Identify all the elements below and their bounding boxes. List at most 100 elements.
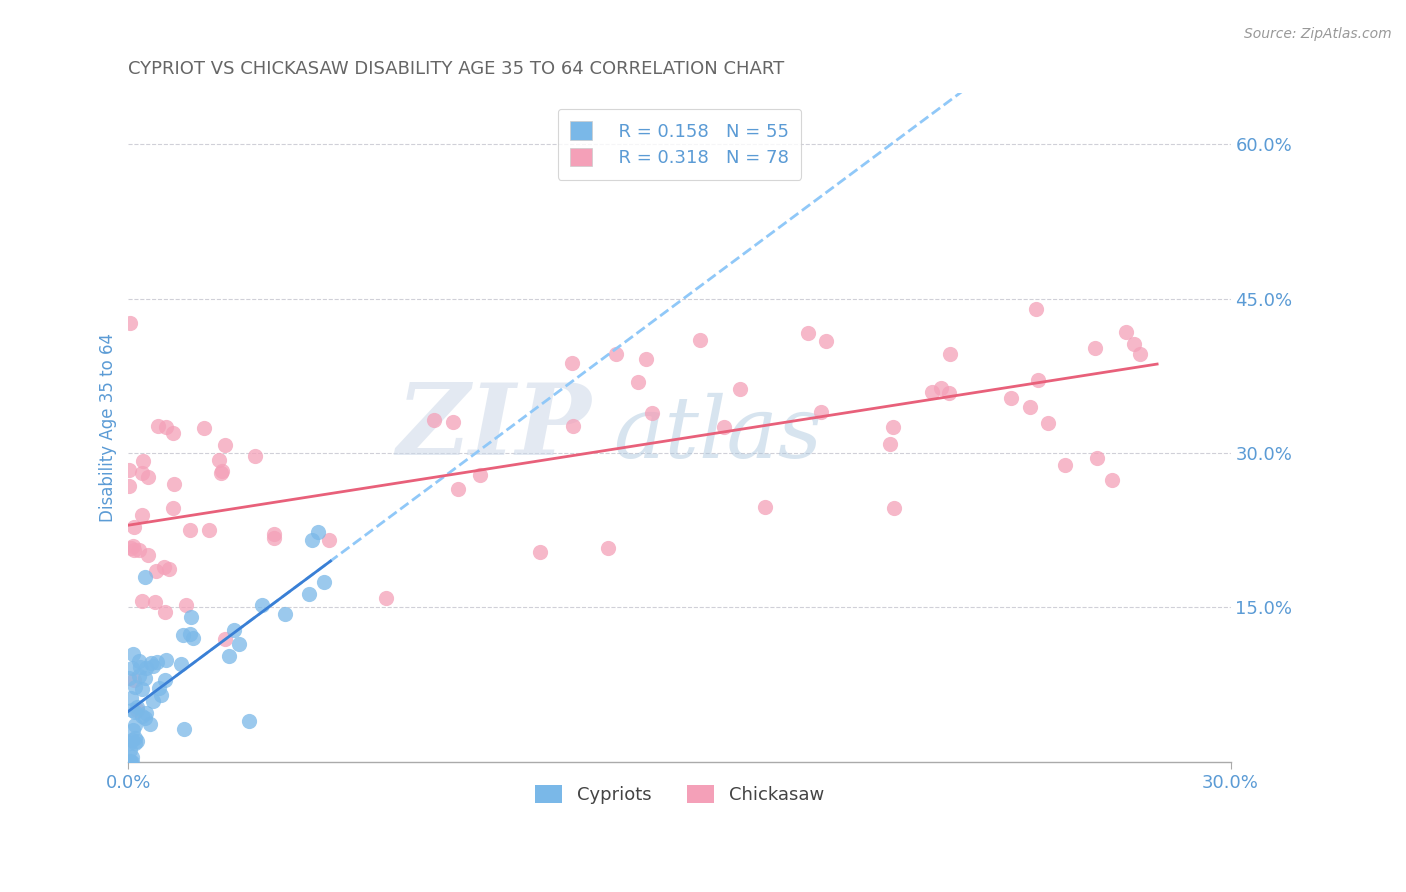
Chickasaw [730, 382, 752, 396]
Chickasaw [208, 452, 231, 467]
Chickasaw [1122, 337, 1144, 351]
Chickasaw [561, 356, 583, 370]
Chickasaw [470, 467, 492, 482]
Chickasaw [596, 541, 619, 556]
Chickasaw [263, 527, 285, 541]
Text: CYPRIOT VS CHICKASAW DISABILITY AGE 35 TO 64 CORRELATION CHART: CYPRIOT VS CHICKASAW DISABILITY AGE 35 T… [128, 60, 785, 78]
Cypriots [170, 657, 193, 672]
Cypriots [135, 706, 157, 720]
Cypriots [121, 661, 143, 675]
Chickasaw [122, 542, 145, 557]
Chickasaw [120, 541, 142, 555]
Chickasaw [159, 562, 181, 576]
Chickasaw [815, 334, 838, 348]
Cypriots [118, 754, 141, 768]
Cypriots [118, 671, 141, 685]
Chickasaw [929, 381, 952, 395]
Chickasaw [1084, 341, 1107, 355]
Cypriots [252, 599, 274, 613]
Cypriots [150, 688, 173, 702]
Cypriots [138, 717, 160, 731]
Y-axis label: Disability Age 35 to 64: Disability Age 35 to 64 [100, 333, 117, 522]
Cypriots [173, 722, 195, 736]
Chickasaw [938, 385, 960, 400]
Chickasaw [131, 466, 153, 480]
Chickasaw [374, 591, 396, 605]
Chickasaw [179, 523, 201, 537]
Chickasaw [879, 437, 901, 451]
Chickasaw [120, 316, 142, 330]
Chickasaw [214, 438, 236, 452]
Cypriots [218, 648, 240, 663]
Chickasaw [211, 464, 233, 478]
Cypriots [124, 718, 146, 732]
Chickasaw [441, 415, 464, 429]
Chickasaw [423, 413, 446, 427]
Chickasaw [146, 419, 169, 434]
Cypriots [121, 755, 143, 769]
Cypriots [121, 703, 143, 717]
Chickasaw [447, 482, 470, 496]
Chickasaw [143, 595, 166, 609]
Chickasaw [318, 533, 340, 547]
Cypriots [118, 743, 141, 757]
Cypriots [121, 732, 143, 747]
Chickasaw [153, 559, 176, 574]
Chickasaw [1085, 451, 1108, 466]
Chickasaw [174, 598, 197, 612]
Chickasaw [263, 531, 285, 545]
Cypriots [155, 653, 177, 667]
Cypriots [128, 669, 150, 683]
Cypriots [124, 681, 146, 695]
Cypriots [238, 714, 260, 729]
Cypriots [127, 733, 149, 747]
Cypriots [131, 681, 153, 696]
Chickasaw [1000, 391, 1022, 405]
Cypriots [128, 654, 150, 668]
Chickasaw [921, 385, 943, 400]
Cypriots [222, 624, 245, 638]
Chickasaw [1054, 458, 1077, 472]
Chickasaw [605, 347, 627, 361]
Cypriots [125, 700, 148, 714]
Cypriots [145, 655, 167, 669]
Chickasaw [122, 520, 145, 534]
Cypriots [135, 661, 157, 675]
Chickasaw [1115, 325, 1137, 339]
Cypriots [142, 658, 165, 673]
Chickasaw [193, 421, 215, 435]
Chickasaw [754, 500, 776, 514]
Cypriots [172, 627, 194, 641]
Cypriots [124, 736, 146, 750]
Chickasaw [1026, 373, 1049, 387]
Cypriots [131, 708, 153, 723]
Cypriots [155, 673, 177, 687]
Cypriots [118, 736, 141, 750]
Cypriots [298, 587, 321, 601]
Chickasaw [136, 470, 159, 484]
Chickasaw [562, 419, 585, 434]
Chickasaw [162, 500, 184, 515]
Cypriots [134, 671, 156, 685]
Chickasaw [162, 425, 184, 440]
Chickasaw [641, 406, 664, 420]
Chickasaw [882, 420, 904, 434]
Chickasaw [132, 454, 155, 468]
Chickasaw [118, 479, 141, 493]
Cypriots [180, 610, 202, 624]
Chickasaw [118, 463, 141, 477]
Chickasaw [797, 326, 820, 340]
Cypriots [121, 647, 143, 661]
Text: ZIP: ZIP [396, 379, 592, 475]
Cypriots [124, 731, 146, 746]
Chickasaw [155, 420, 177, 434]
Cypriots [139, 656, 162, 670]
Text: atlas: atlas [613, 392, 823, 475]
Chickasaw [1018, 400, 1040, 414]
Chickasaw [145, 564, 167, 578]
Chickasaw [128, 543, 150, 558]
Cypriots [274, 607, 297, 621]
Legend: Cypriots, Chickasaw: Cypriots, Chickasaw [526, 775, 834, 813]
Cypriots [148, 681, 170, 696]
Chickasaw [627, 376, 650, 390]
